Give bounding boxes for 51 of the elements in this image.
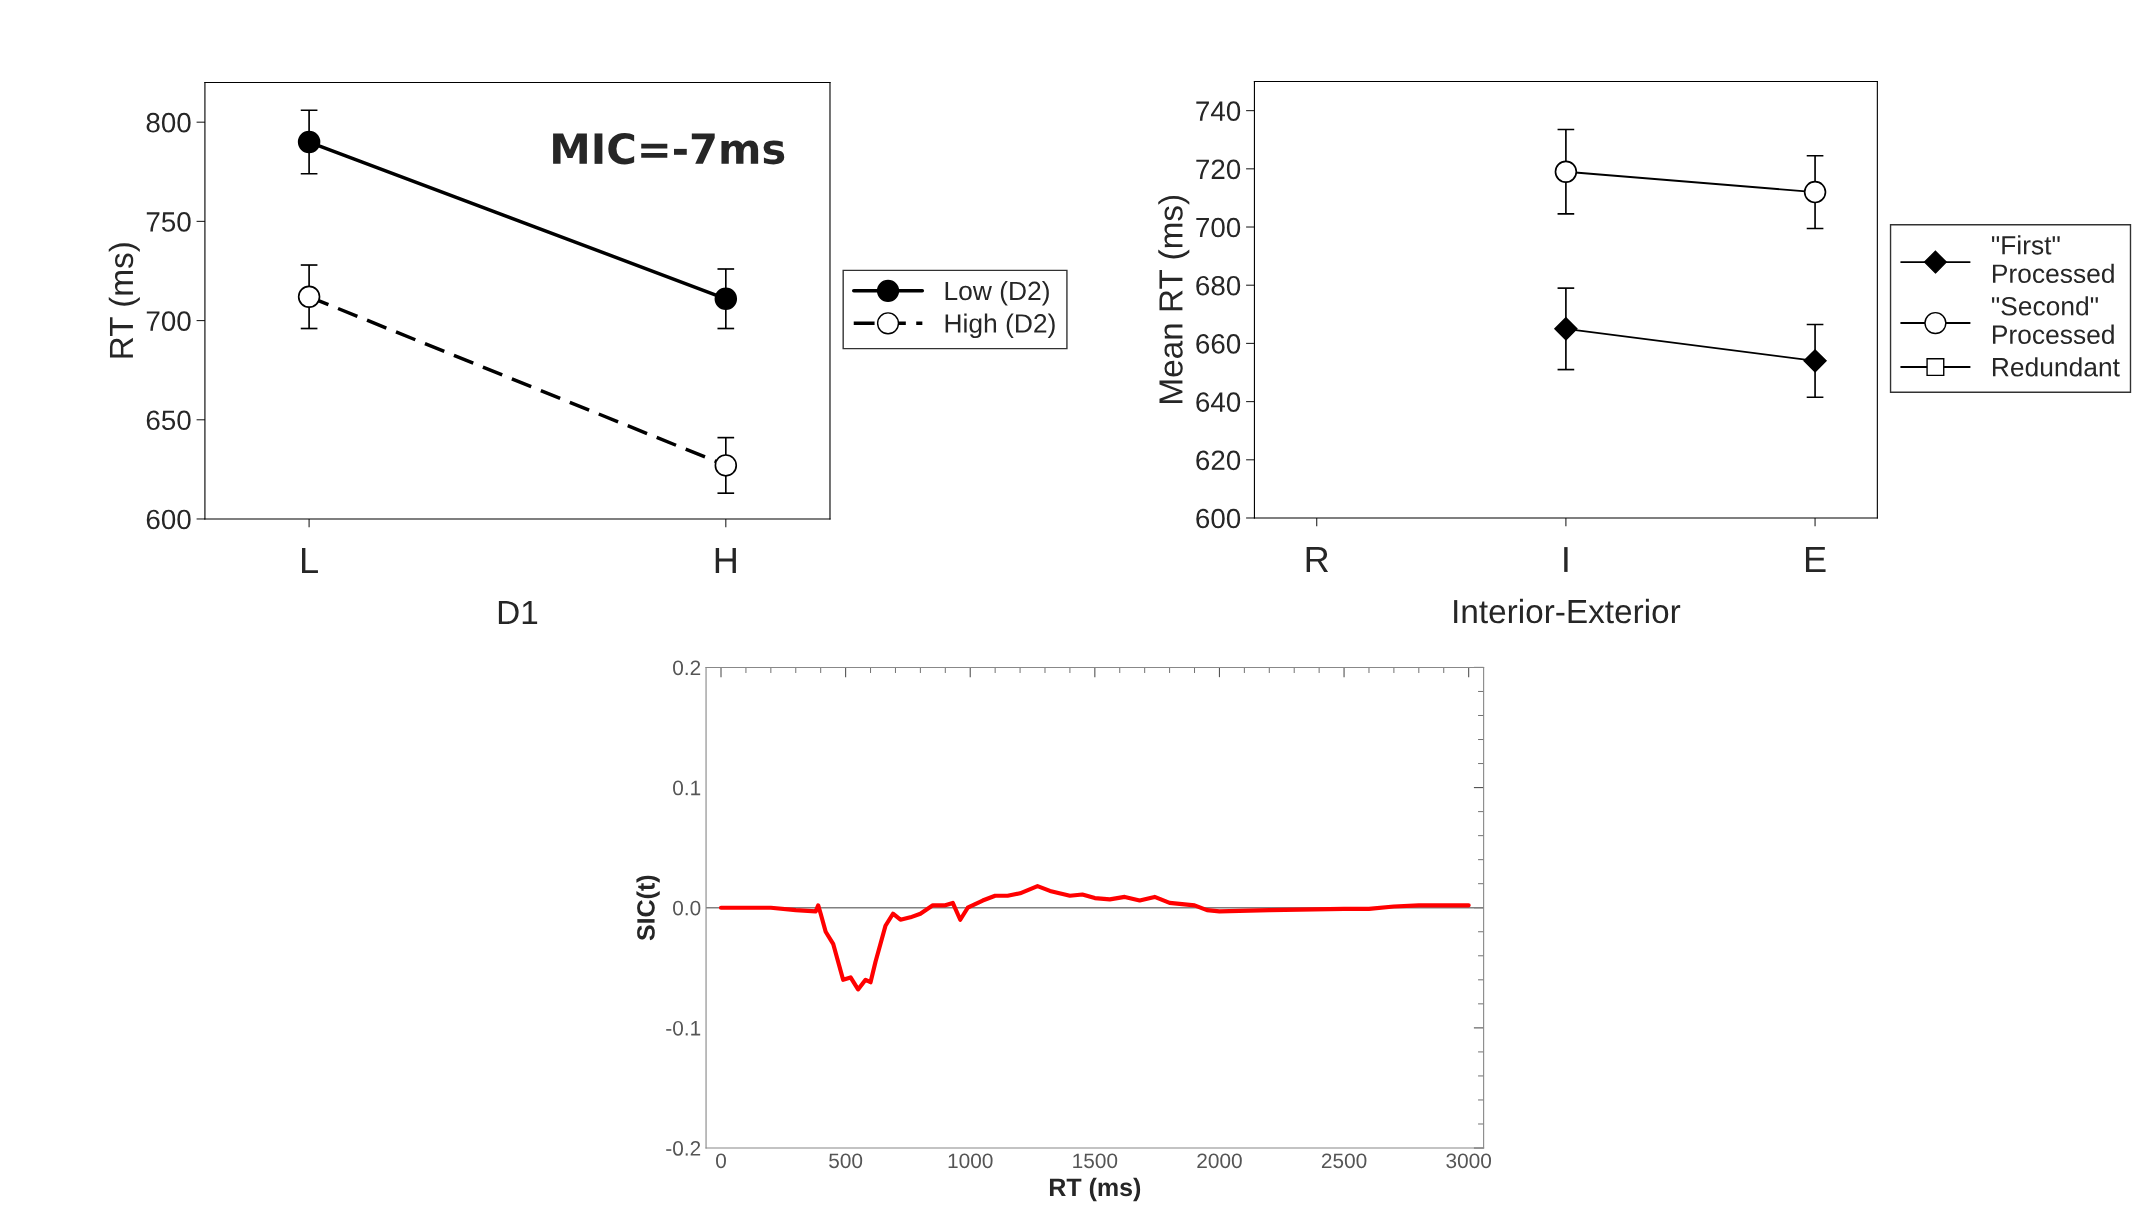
y-tick-label: 620 — [1196, 450, 1241, 471]
point — [714, 287, 738, 311]
point — [1803, 180, 1827, 204]
x-tick-label: E — [1805, 547, 1826, 572]
x-axis-title: RT (ms) — [1049, 1177, 1141, 1202]
y-tick-label: 800 — [146, 112, 191, 133]
y-tick-label: 720 — [1196, 159, 1241, 180]
y-tick-label: 680 — [1196, 275, 1241, 296]
y-tick-label: 0.2 — [673, 660, 701, 676]
point — [297, 130, 321, 154]
y-tick-label: 0.0 — [673, 900, 701, 916]
x-tick-label: H — [715, 548, 736, 573]
y-tick-label: 600 — [1196, 508, 1241, 529]
y-tick-label: -0.1 — [666, 1020, 701, 1036]
y-tick-label: 740 — [1196, 101, 1241, 121]
y-tick-label: 700 — [1196, 217, 1241, 238]
y-tick-label: 660 — [1196, 334, 1241, 354]
x-tick-label: 2000 — [1197, 1153, 1242, 1169]
y-tick-label: 600 — [146, 509, 191, 530]
x-tick-label: I — [1564, 547, 1568, 572]
x-tick-label: 500 — [829, 1153, 863, 1169]
legend-label: Low (D2) — [945, 280, 1049, 306]
y-axis-title: RT (ms) — [108, 243, 140, 358]
y-tick-label: 640 — [1196, 392, 1241, 412]
legend-label: "First" Processed — [1991, 235, 2114, 284]
y-tick-label: 650 — [146, 410, 191, 431]
x-tick-label: 1000 — [948, 1153, 993, 1169]
y-tick-label: 0.1 — [673, 780, 701, 796]
x-tick-label: 1500 — [1073, 1153, 1118, 1169]
x-tick-label: L — [302, 548, 318, 573]
y-axis-title: Mean RT (ms) — [1158, 195, 1190, 403]
point — [1554, 317, 1578, 341]
legend-label: High (D2) — [945, 313, 1055, 339]
point — [1554, 160, 1578, 183]
y-tick-label: -0.2 — [666, 1141, 701, 1156]
x-axis-title: D1 — [498, 601, 538, 625]
y-tick-label: 750 — [146, 212, 191, 232]
point — [1803, 349, 1827, 373]
point — [714, 454, 738, 477]
legend-label: "Second" Processed — [1991, 296, 2114, 344]
point — [297, 285, 321, 309]
y-tick-label: 700 — [146, 311, 191, 331]
x-tick-label: 3000 — [1446, 1153, 1492, 1169]
line-series — [718, 884, 1471, 992]
x-tick-label: 0 — [716, 1153, 726, 1169]
annotation: MIC=-7ms — [553, 132, 785, 165]
legend-label: Redundant — [1992, 357, 2120, 377]
x-axis-title: Interior-Exterior — [1454, 598, 1681, 624]
x-tick-label: 2500 — [1321, 1153, 1367, 1169]
x-tick-label: R — [1306, 547, 1329, 572]
y-axis-title: SIC(t) — [636, 875, 660, 941]
